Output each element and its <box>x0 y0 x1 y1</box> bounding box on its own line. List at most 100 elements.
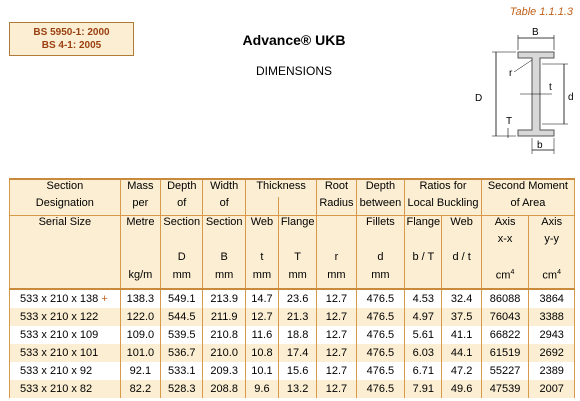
standards-box: BS 5950-1: 2000 BS 4-1: 2005 <box>9 22 134 56</box>
depth-cell: 528.3 <box>160 380 204 398</box>
axis-x-cell: 47539 <box>481 380 530 398</box>
axis-x-cell: 86088 <box>481 289 530 308</box>
ratio-web-cell: 41.1 <box>441 326 482 344</box>
table-row: 533 x 210 x 101 101.0 536.7 210.0 10.8 1… <box>9 344 575 362</box>
symbol-bT: b / T <box>404 251 443 269</box>
header-second-moment: Second Moment <box>481 178 576 197</box>
width-cell: 211.9 <box>202 308 246 326</box>
unit-cm4-x: cm4 <box>481 269 530 290</box>
ratio-flange-cell: 5.61 <box>404 326 443 344</box>
label-r: r <box>509 68 513 79</box>
web-cell: 12.7 <box>245 308 280 326</box>
header-serial-size: Serial Size <box>9 215 121 233</box>
width-cell: 213.9 <box>202 289 246 308</box>
header-ratios: Ratios for <box>404 178 482 197</box>
header-axis-y: Axis <box>528 215 575 233</box>
mass-cell: 138.3 <box>120 289 162 308</box>
header-of-area: of Area <box>481 197 576 215</box>
depth-cell: 539.5 <box>160 326 204 344</box>
width-cell: 210.0 <box>202 344 246 362</box>
designation-cell: 533 x 210 x 92 <box>9 362 121 380</box>
designation-cell: 533 x 210 x 138 + <box>9 289 121 308</box>
depth-cell: 549.1 <box>160 289 204 308</box>
table-row: 533 x 210 x 109 109.0 539.5 210.8 11.6 1… <box>9 326 575 344</box>
symbol-d: d <box>356 251 406 269</box>
header-web: Web <box>245 215 280 233</box>
label-d: d <box>568 92 574 103</box>
axis-y-cell: 2007 <box>528 380 575 398</box>
axis-y-cell: 3388 <box>528 308 575 326</box>
designation-cell: 533 x 210 x 109 <box>9 326 121 344</box>
header-fillets: Fillets <box>356 215 406 233</box>
depth-between-cell: 476.5 <box>356 308 406 326</box>
label-b: b <box>537 140 543 151</box>
header-width-section: Section <box>202 215 246 233</box>
header-metre: Metre <box>120 215 162 233</box>
unit-T-mm: mm <box>278 269 318 290</box>
header-flange: Flange <box>278 215 318 233</box>
header-width: Width <box>202 178 246 197</box>
ratio-flange-cell: 4.53 <box>404 289 443 308</box>
axis-y-cell: 2389 <box>528 362 575 380</box>
mass-cell: 82.2 <box>120 380 162 398</box>
header-ratio-flange: Flange <box>404 215 443 233</box>
unit-t-mm: mm <box>245 269 280 290</box>
header-designation: Designation <box>9 197 121 215</box>
flange-cell: 23.6 <box>278 289 318 308</box>
radius-cell: 12.7 <box>316 344 357 362</box>
header-axis-x: Axis <box>481 215 530 233</box>
depth-cell: 533.1 <box>160 362 204 380</box>
flange-cell: 13.2 <box>278 380 318 398</box>
depth-between-cell: 476.5 <box>356 289 406 308</box>
label-D: D <box>475 93 482 104</box>
ratio-web-cell: 47.2 <box>441 362 482 380</box>
header-width-of: of <box>202 197 246 215</box>
width-cell: 208.8 <box>202 380 246 398</box>
symbol-B: B <box>202 251 246 269</box>
axis-x-cell: 66822 <box>481 326 530 344</box>
header-radius: Radius <box>316 197 357 215</box>
dimensions-table: Section Mass Depth Width Thickness Root … <box>9 178 576 398</box>
label-T: T <box>506 116 512 127</box>
mass-cell: 122.0 <box>120 308 162 326</box>
standard-1: BS 5950-1: 2000 <box>33 27 110 38</box>
unit-D-mm: mm <box>160 269 204 290</box>
header-section: Section <box>9 178 121 197</box>
table-row: 533 x 210 x 92 92.1 533.1 209.3 10.1 15.… <box>9 362 575 380</box>
symbol-r: r <box>316 251 357 269</box>
header-depth-section: Section <box>160 215 204 233</box>
designation-cell: 533 x 210 x 101 <box>9 344 121 362</box>
table-row: 533 x 210 x 138 + 138.3 549.1 213.9 14.7… <box>9 289 575 308</box>
radius-cell: 12.7 <box>316 289 357 308</box>
ratio-web-cell: 49.6 <box>441 380 482 398</box>
designation-cell: 533 x 210 x 82 <box>9 380 121 398</box>
depth-cell: 536.7 <box>160 344 204 362</box>
header-depth: Depth <box>160 178 204 197</box>
label-t: t <box>549 82 552 93</box>
axis-x-cell: 61519 <box>481 344 530 362</box>
ratio-flange-cell: 7.91 <box>404 380 443 398</box>
header-local-buckling: Local Buckling <box>404 197 482 215</box>
unit-B-mm: mm <box>202 269 246 290</box>
width-cell: 209.3 <box>202 362 246 380</box>
radius-cell: 12.7 <box>316 380 357 398</box>
web-cell: 14.7 <box>245 289 280 308</box>
mass-cell: 92.1 <box>120 362 162 380</box>
header-mass-per: per <box>120 197 162 215</box>
header-axis-yy: y-y <box>528 233 575 251</box>
axis-x-cell: 55227 <box>481 362 530 380</box>
ratio-flange-cell: 6.03 <box>404 344 443 362</box>
unit-cm4-y: cm4 <box>528 269 575 290</box>
label-B: B <box>532 27 539 38</box>
web-cell: 10.1 <box>245 362 280 380</box>
header-mass: Mass <box>120 178 162 197</box>
page-title: Advance® UKB <box>242 32 346 48</box>
mass-cell: 109.0 <box>120 326 162 344</box>
axis-y-cell: 2943 <box>528 326 575 344</box>
symbol-D: D <box>160 251 204 269</box>
ratio-web-cell: 32.4 <box>441 289 482 308</box>
depth-between-cell: 476.5 <box>356 344 406 362</box>
standard-2: BS 4-1: 2005 <box>41 40 102 51</box>
depth-between-cell: 476.5 <box>356 362 406 380</box>
header-depth-of: of <box>160 197 204 215</box>
